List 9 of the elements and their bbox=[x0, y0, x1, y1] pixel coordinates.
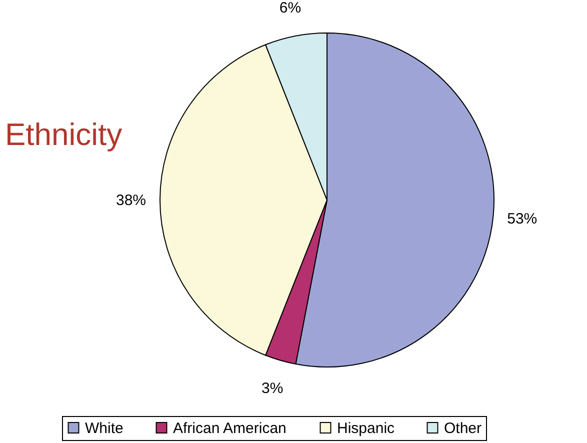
text: Ethnicity bbox=[5, 117, 123, 152]
legend-label: White bbox=[85, 420, 124, 437]
data-label: 6% bbox=[279, 0, 302, 16]
data-label: 3% bbox=[261, 380, 284, 398]
data-label: 38% bbox=[116, 192, 146, 209]
legend-label: Other bbox=[444, 420, 482, 437]
data-label: 53% bbox=[507, 210, 538, 228]
legend-label: African American bbox=[173, 420, 286, 437]
legend-label: Hispanic bbox=[337, 420, 396, 437]
